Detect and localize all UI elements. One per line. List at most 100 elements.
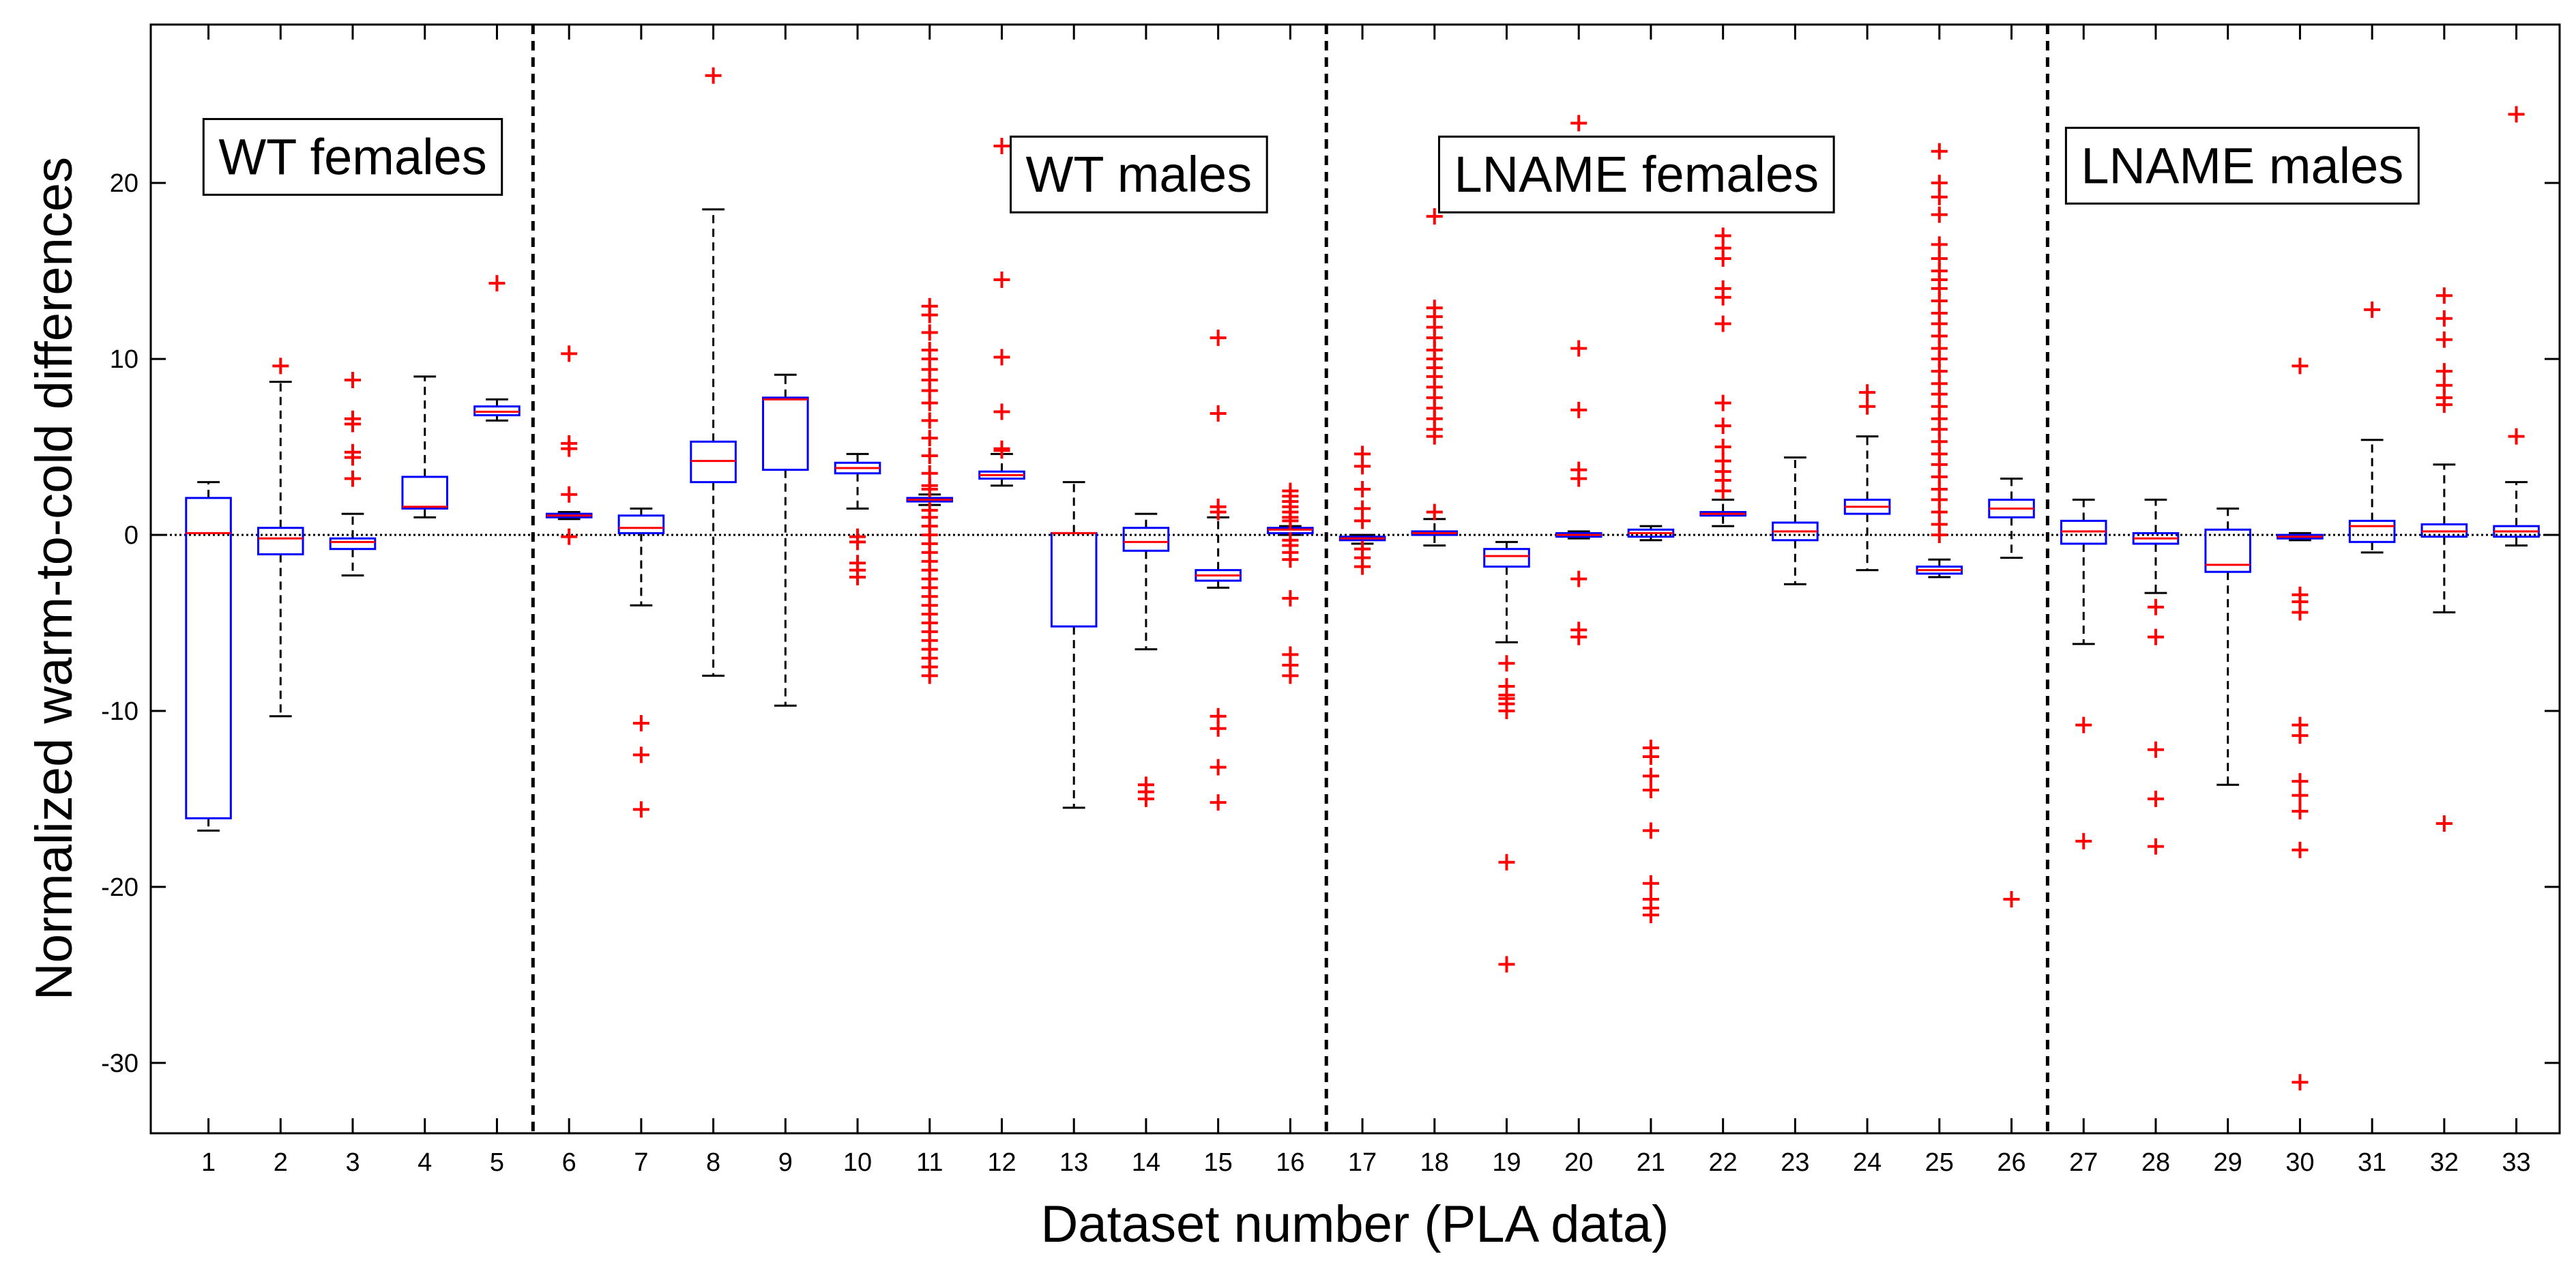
x-tick-label: 15 — [1203, 1148, 1232, 1177]
outlier-point — [1931, 236, 1948, 253]
outlier-point — [2075, 832, 2092, 849]
x-tick-label: 19 — [1492, 1148, 1521, 1177]
outlier-point — [488, 275, 506, 292]
outlier-point — [921, 324, 938, 341]
box-17 — [1338, 446, 1386, 575]
outlier-point — [1714, 439, 1731, 456]
box-iqr — [185, 497, 232, 819]
box-24 — [1843, 384, 1891, 572]
box-iqr — [617, 514, 665, 534]
y-tick-label: -10 — [101, 697, 138, 726]
outlier-point — [921, 394, 938, 411]
outlier-point — [561, 435, 578, 452]
x-axis-ticks: 1 2 3 4 5 6 7 8 9 10 11 12 13 14 15 16 17 18 19 20 21 22 23 24 2… — [201, 25, 2531, 1177]
x-tick-label: 24 — [1853, 1148, 1882, 1177]
y-tick-label: 0 — [124, 521, 138, 550]
outlier-point — [1354, 458, 1371, 475]
outlier-point — [561, 486, 578, 503]
outlier-point — [1426, 208, 1443, 225]
box-26 — [1988, 477, 2035, 907]
group-label-4: LNAME males — [2064, 126, 2420, 205]
outlier-point — [1714, 315, 1731, 332]
x-tick-label: 22 — [1709, 1148, 1738, 1177]
outlier-point — [1570, 340, 1587, 357]
x-tick-label: 23 — [1781, 1148, 1809, 1177]
outlier-point — [2292, 787, 2309, 804]
box-13 — [1050, 481, 1098, 809]
group-label-text: WT males — [1026, 146, 1253, 203]
box-iqr — [762, 396, 809, 471]
outlier-point — [1642, 907, 1659, 924]
group-label-box — [2064, 126, 2420, 205]
group-label-2: WT males — [1010, 135, 1268, 214]
outlier-point — [1642, 782, 1659, 799]
outlier-point — [1282, 551, 1299, 568]
outlier-point — [2003, 890, 2020, 907]
box-series — [185, 67, 2540, 1091]
box-2 — [257, 358, 304, 718]
box-iqr — [401, 476, 449, 510]
y-tick-label: -30 — [101, 1049, 138, 1078]
outlier-point — [705, 67, 722, 84]
outlier-point — [1642, 768, 1659, 785]
x-tick-label: 29 — [2214, 1148, 2242, 1177]
outlier-point — [1498, 956, 1515, 973]
outlier-point — [921, 667, 938, 684]
outlier-point — [1714, 418, 1731, 435]
x-tick-label: 7 — [634, 1148, 648, 1177]
box-iqr — [257, 527, 304, 555]
outlier-point — [1714, 482, 1731, 499]
outlier-point — [1931, 527, 1948, 544]
x-tick-label: 9 — [778, 1148, 793, 1177]
x-tick-label: 13 — [1059, 1148, 1088, 1177]
outlier-point — [849, 534, 866, 551]
box-28 — [2132, 498, 2180, 855]
outlier-point — [1210, 720, 1227, 737]
outlier-point — [921, 430, 938, 447]
outlier-point — [1714, 394, 1731, 411]
outlier-point — [1498, 655, 1515, 672]
outlier-point — [1282, 589, 1299, 607]
box-25 — [1916, 143, 1963, 579]
group-label-1: WT females — [202, 117, 503, 196]
outlier-point — [2147, 598, 2164, 615]
outlier-point — [2435, 363, 2453, 380]
outlier-point — [1137, 790, 1154, 807]
outlier-point — [2147, 628, 2164, 645]
x-tick-label: 14 — [1132, 1148, 1160, 1177]
outlier-point — [2292, 358, 2309, 375]
x-tick-label: 12 — [987, 1148, 1016, 1177]
outlier-point — [1354, 558, 1371, 575]
outlier-point — [2292, 802, 2309, 819]
x-tick-label: 17 — [1348, 1148, 1377, 1177]
outlier-point — [1210, 759, 1227, 776]
outlier-point — [345, 372, 362, 389]
box-3 — [329, 372, 377, 577]
box-11 — [906, 297, 954, 684]
box-30 — [2277, 358, 2324, 1091]
outlier-point — [632, 801, 649, 818]
y-axis-label: Normalized warm-to-cold differences — [25, 157, 83, 1000]
box-32 — [2420, 287, 2468, 832]
outlier-point — [632, 746, 649, 763]
outlier-point — [2508, 428, 2525, 445]
outlier-point — [632, 715, 649, 732]
outlier-point — [1931, 143, 1948, 160]
outlier-point — [1282, 667, 1299, 684]
x-tick-label: 30 — [2285, 1148, 2314, 1177]
outlier-point — [1570, 115, 1587, 132]
x-tick-label: 31 — [2358, 1148, 2386, 1177]
outlier-point — [2292, 841, 2309, 858]
outlier-point — [1931, 175, 1948, 192]
x-tick-label: 21 — [1637, 1148, 1665, 1177]
plot-background — [151, 25, 2560, 1133]
outlier-point — [1426, 504, 1443, 521]
x-tick-label: 5 — [490, 1148, 504, 1177]
outlier-point — [2364, 301, 2381, 318]
box-12 — [978, 137, 1025, 487]
x-tick-label: 27 — [2069, 1148, 2098, 1177]
outlier-point — [1210, 405, 1227, 422]
x-axis-label: Dataset number (PLA data) — [1041, 1195, 1669, 1253]
box-33 — [2493, 106, 2540, 547]
